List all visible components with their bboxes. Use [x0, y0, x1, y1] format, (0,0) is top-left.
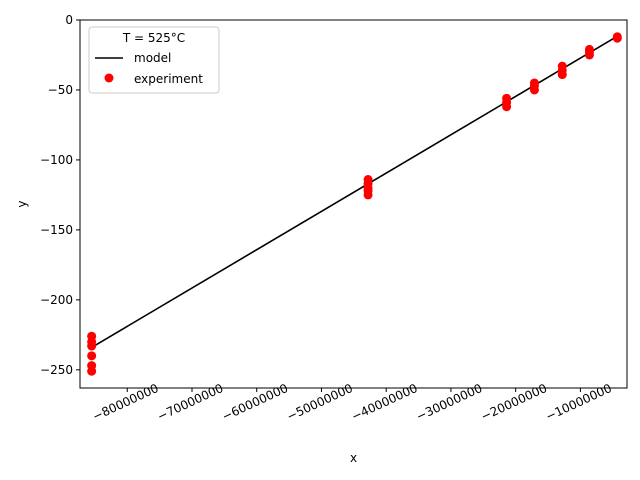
x-axis-label: x [350, 451, 357, 465]
model-line [91, 37, 615, 349]
experiment-point [557, 70, 567, 80]
experiment-point [502, 102, 512, 112]
y-tick-label: −150 [40, 223, 73, 237]
y-axis-label: y [15, 200, 29, 207]
legend-experiment-label: experiment [134, 72, 203, 86]
legend: T = 525°C model experiment [88, 26, 220, 94]
legend-box [88, 26, 220, 94]
experiment-point [87, 341, 97, 351]
plot-area [87, 32, 622, 376]
y-tick-label: −100 [40, 153, 73, 167]
experiment-point [363, 190, 373, 200]
experiment-point [529, 85, 539, 95]
experiment-point [584, 50, 594, 60]
axes-frame [79, 19, 628, 389]
experiment-point [87, 351, 97, 361]
y-tick-label: −250 [40, 363, 73, 377]
legend-experiment-swatch [104, 73, 114, 83]
y-tick-label: −200 [40, 293, 73, 307]
experiment-point [612, 33, 622, 43]
y-tick-label: 0 [65, 13, 73, 27]
legend-title: T = 525°C [122, 31, 185, 45]
legend-model-label: model [134, 51, 171, 65]
y-tick-label: −50 [48, 83, 73, 97]
experiment-point [87, 366, 97, 376]
